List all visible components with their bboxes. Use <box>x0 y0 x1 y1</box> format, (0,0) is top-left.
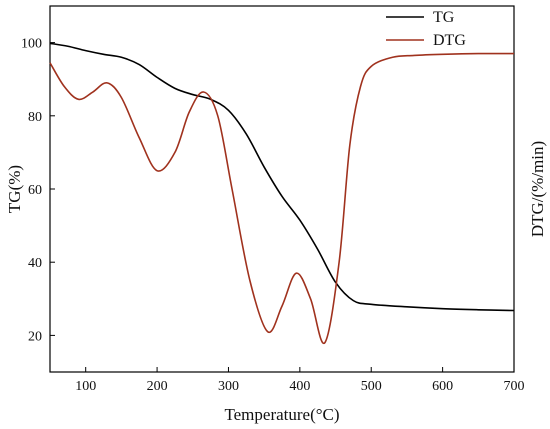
y-tick-label: 80 <box>28 110 42 125</box>
legend: TG DTG <box>386 9 466 49</box>
series-group <box>49 42 515 344</box>
y-tick-label: 100 <box>21 37 42 52</box>
legend-label-dtg: DTG <box>433 32 466 49</box>
x-axis-label: Temperature(°C) <box>224 405 339 424</box>
y-axis-label: TG(%) <box>5 165 24 213</box>
x-tick-label: 700 <box>504 379 525 394</box>
y-tick-label: 60 <box>28 183 42 198</box>
x-tick-label: 200 <box>147 379 168 394</box>
x-tick-label: 600 <box>432 379 453 394</box>
series-line-dtg <box>49 52 515 344</box>
x-axis-ticks: 100 200 300 400 500 600 700 <box>75 367 525 394</box>
y-axis-ticks: 20 40 60 80 100 <box>21 37 55 344</box>
y-tick-label: 40 <box>28 256 42 271</box>
x-tick-label: 500 <box>361 379 382 394</box>
series-line-tg <box>49 42 515 312</box>
x-tick-label: 100 <box>75 379 96 394</box>
y2-axis-label: DTG/(%/min) <box>528 141 547 237</box>
y-tick-label: 20 <box>28 329 42 344</box>
plot-area: 100 200 300 400 500 600 700 20 40 60 80 100 <box>21 5 525 394</box>
x-tick-label: 300 <box>218 379 239 394</box>
plot-frame <box>49 5 515 373</box>
legend-label-tg: TG <box>433 9 455 26</box>
x-tick-label: 400 <box>289 379 310 394</box>
